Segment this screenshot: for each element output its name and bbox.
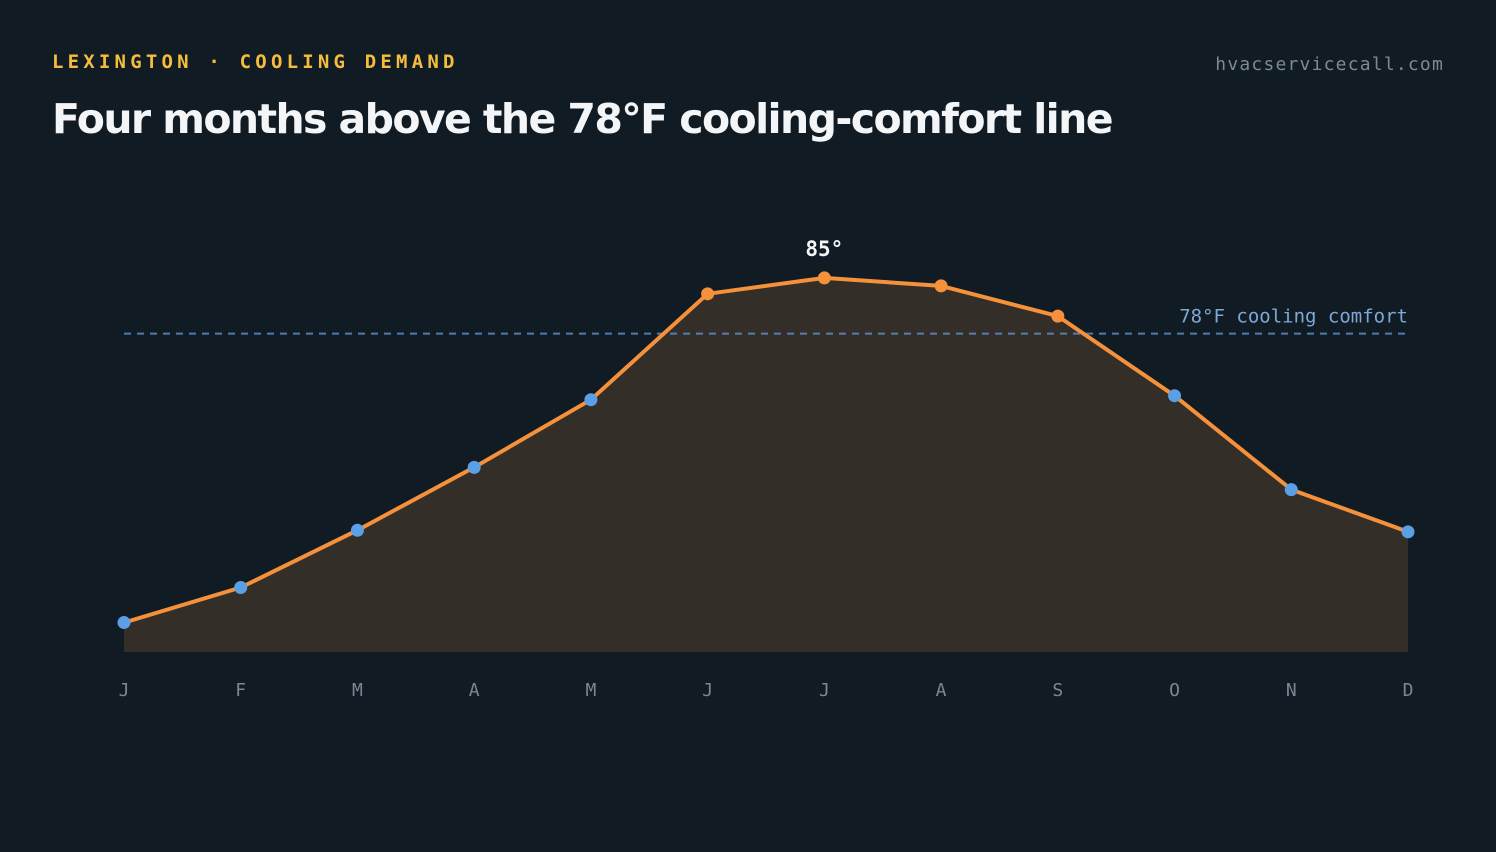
reference-layer: 78°F cooling comfort [124, 306, 1408, 335]
data-point-4 [467, 460, 481, 474]
data-point-5 [584, 393, 598, 407]
data-point-1 [117, 616, 131, 630]
x-tick-label: M [352, 680, 363, 701]
label-layer: J F M A M J J A S O N D 85° [119, 237, 1414, 701]
x-tick-label: A [469, 680, 480, 701]
data-point-9 [1051, 309, 1065, 323]
x-tick-label: N [1286, 680, 1297, 701]
x-tick-label: O [1169, 680, 1180, 701]
x-tick-label: J [819, 680, 830, 701]
data-point-11 [1284, 483, 1298, 497]
x-tick-label: F [235, 680, 246, 701]
line-layer [122, 275, 1410, 625]
x-tick-label: D [1403, 680, 1414, 701]
site-credit: hvacservicecall.com [1215, 54, 1444, 75]
data-point-3 [350, 523, 364, 537]
data-point-12 [1401, 525, 1415, 539]
reference-line-label: 78°F cooling comfort [1179, 306, 1408, 328]
series-line [122, 275, 1410, 625]
chart-title: Four months above the 78°F cooling-comfo… [52, 95, 1114, 143]
x-tick-label: M [585, 680, 596, 701]
data-point-6 [701, 287, 715, 301]
x-tick-label: J [119, 680, 130, 701]
area-layer [124, 277, 1408, 652]
point-layer [117, 271, 1415, 630]
area-fill [124, 277, 1408, 652]
data-point-10 [1168, 389, 1182, 403]
data-point-8 [934, 279, 948, 293]
x-tick-label: A [936, 680, 947, 701]
data-point-2 [234, 581, 248, 595]
peak-label: 85° [805, 237, 843, 261]
chart-eyebrow: LEXINGTON · COOLING DEMAND [52, 51, 459, 73]
x-tick-label: J [702, 680, 713, 701]
x-tick-label: S [1052, 680, 1063, 701]
data-point-7 [817, 271, 831, 285]
